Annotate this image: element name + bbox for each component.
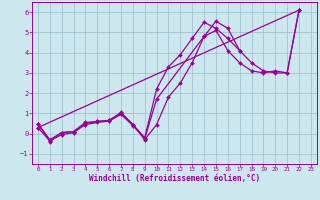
X-axis label: Windchill (Refroidissement éolien,°C): Windchill (Refroidissement éolien,°C) bbox=[89, 174, 260, 183]
